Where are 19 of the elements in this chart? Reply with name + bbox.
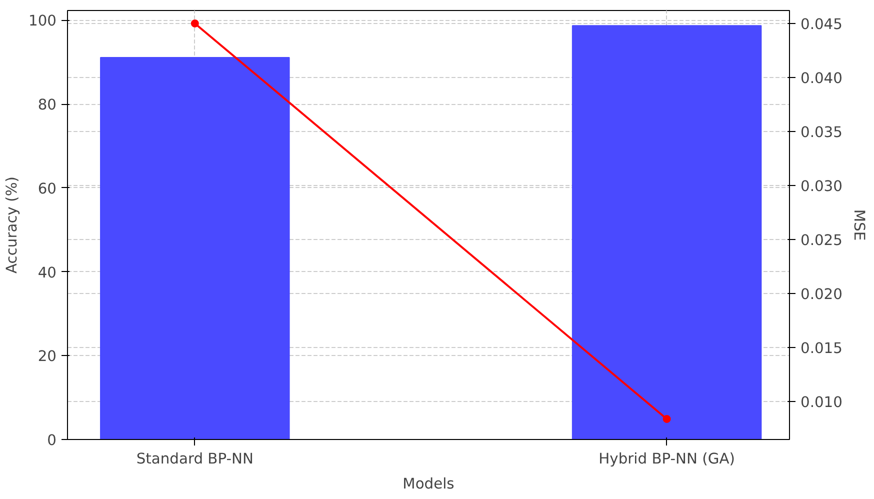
y2-tick-label: 0.030 [800, 178, 842, 196]
y2-tick-label: 0.015 [800, 340, 842, 358]
y-tick-label: 60 [38, 180, 57, 198]
y2-axis-title: MSE [850, 209, 868, 241]
y-tick-label: 40 [38, 264, 57, 282]
y-tick-label: 80 [38, 96, 57, 114]
y2-tick-label: 0.020 [800, 286, 842, 304]
y-tick-label: 100 [28, 12, 57, 30]
y-axis-title: Accuracy (%) [4, 176, 21, 274]
y-tick-label: 0 [47, 432, 57, 449]
y2-tick-label: 0.010 [800, 394, 842, 412]
y-tick-label: 20 [38, 348, 57, 366]
x-tick-label: Hybrid BP-NN (GA) [598, 450, 735, 468]
y2-tick-label: 0.025 [800, 232, 842, 250]
y2-tick-label: 0.045 [800, 16, 842, 33]
y2-tick-label: 0.040 [800, 70, 842, 87]
x-tick-label: Standard BP-NN [136, 450, 254, 468]
y2-tick-label: 0.035 [800, 124, 842, 142]
x-axis-title: Models [402, 476, 454, 492]
